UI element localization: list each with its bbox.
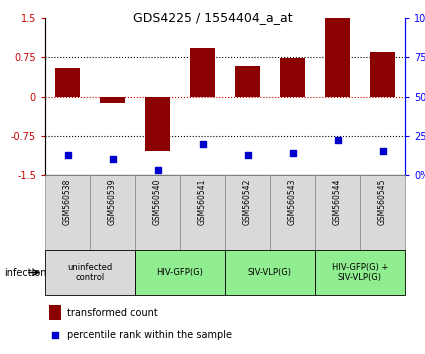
Text: GSM560539: GSM560539 [108,179,117,225]
FancyBboxPatch shape [135,175,180,250]
Text: GSM560545: GSM560545 [378,179,387,225]
Bar [325,18,350,97]
Bar [48,304,61,320]
Point [334,138,341,143]
Point [109,156,116,162]
Text: GSM560543: GSM560543 [288,179,297,225]
Bar [280,58,305,97]
Point [64,152,71,158]
Text: GDS4225 / 1554404_a_at: GDS4225 / 1554404_a_at [133,11,292,24]
Bar [145,97,170,152]
Text: GSM560542: GSM560542 [243,179,252,225]
FancyBboxPatch shape [180,175,225,250]
Point [154,167,161,173]
FancyBboxPatch shape [225,250,315,295]
Text: transformed count: transformed count [67,308,157,318]
Bar [100,97,125,103]
FancyBboxPatch shape [45,175,90,250]
Point [289,150,296,156]
Point [199,141,206,147]
Text: GSM560540: GSM560540 [153,179,162,225]
Text: HIV-GFP(G): HIV-GFP(G) [156,268,204,277]
FancyBboxPatch shape [45,250,135,295]
FancyBboxPatch shape [135,250,225,295]
FancyBboxPatch shape [270,175,315,250]
FancyBboxPatch shape [90,175,135,250]
Text: GSM560538: GSM560538 [63,179,72,225]
Text: HIV-GFP(G) +
SIV-VLP(G): HIV-GFP(G) + SIV-VLP(G) [332,263,388,282]
Point [244,152,251,158]
Bar [370,52,395,97]
Bar [235,66,260,97]
Text: uninfected
control: uninfected control [68,263,113,282]
Text: SIV-VLP(G): SIV-VLP(G) [248,268,292,277]
Point [52,332,59,338]
Bar [190,48,215,97]
Text: percentile rank within the sample: percentile rank within the sample [67,330,232,340]
Point [379,149,386,154]
Text: GSM560541: GSM560541 [198,179,207,225]
Text: infection: infection [4,268,47,278]
FancyBboxPatch shape [225,175,270,250]
Text: GSM560544: GSM560544 [333,179,342,225]
FancyBboxPatch shape [315,250,405,295]
FancyBboxPatch shape [360,175,405,250]
Bar [55,68,80,97]
FancyBboxPatch shape [315,175,360,250]
